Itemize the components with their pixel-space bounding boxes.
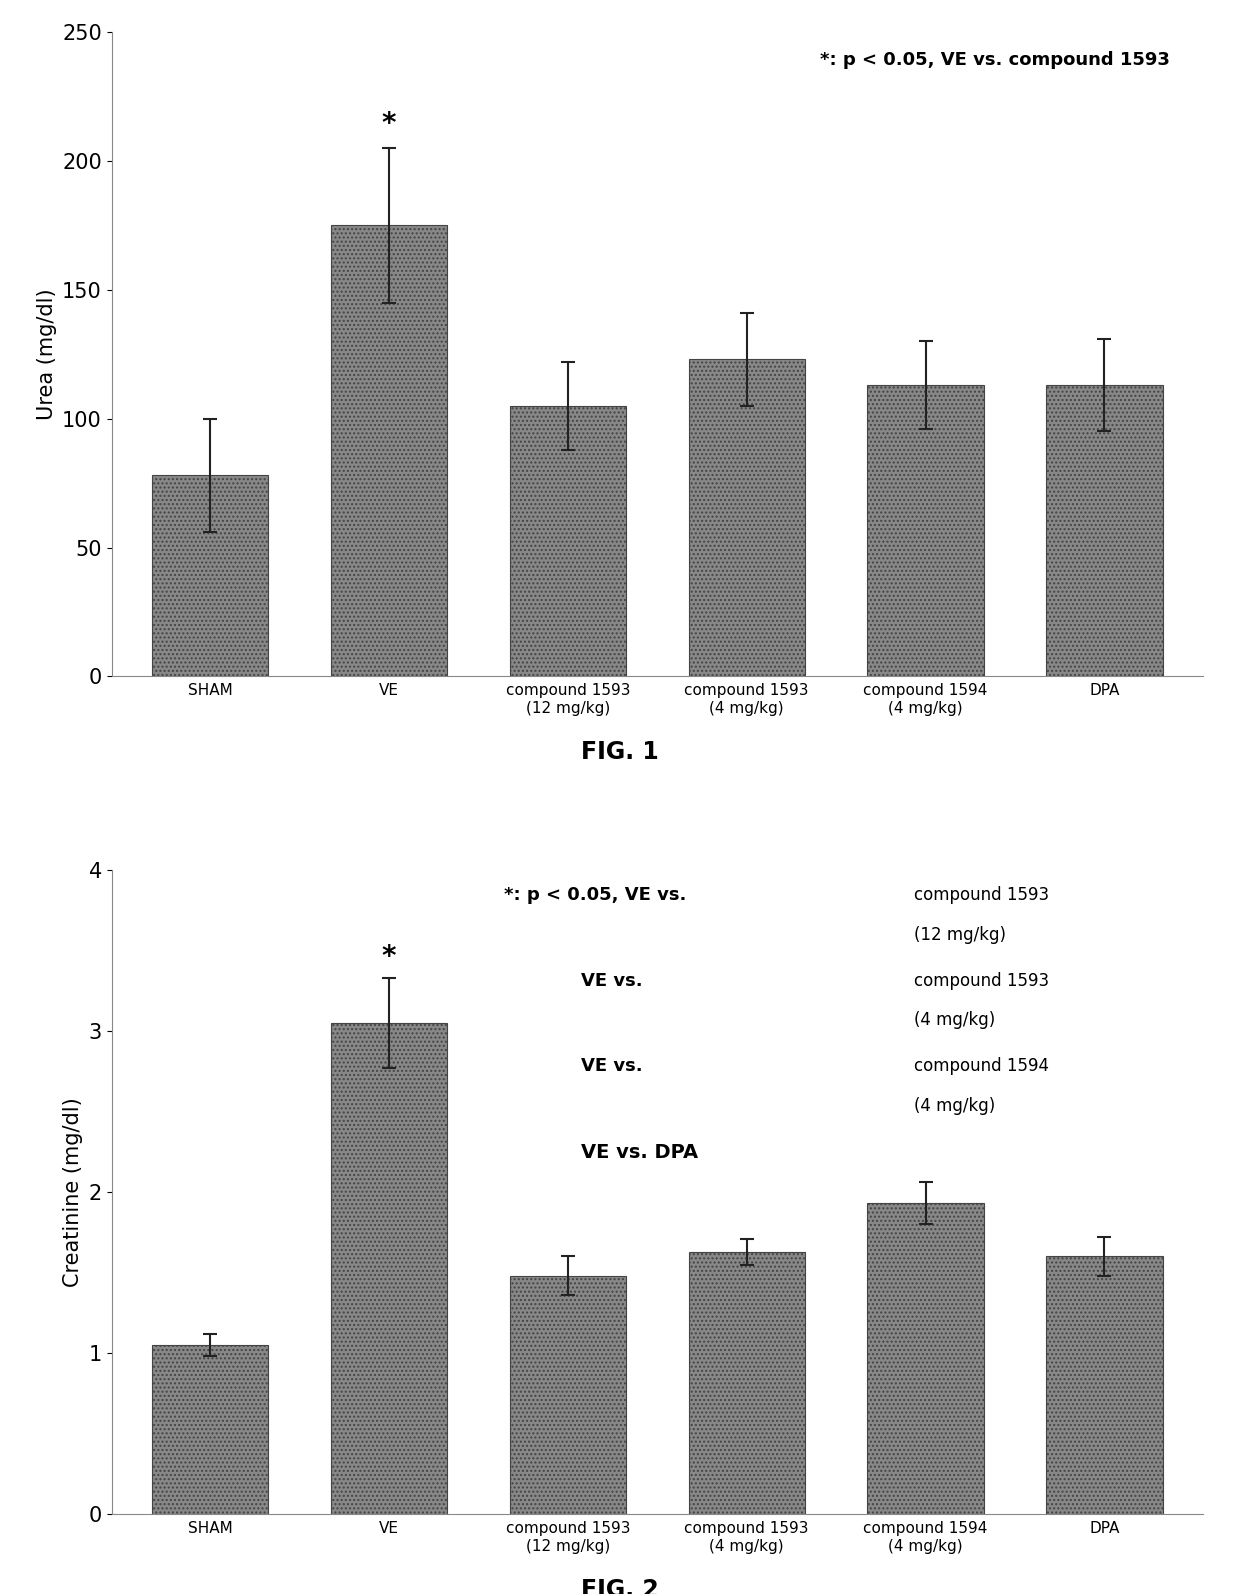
Text: (12 mg/kg): (12 mg/kg)	[914, 926, 1006, 944]
Text: (4 mg/kg): (4 mg/kg)	[914, 1097, 994, 1116]
Y-axis label: Creatinine (mg/dl): Creatinine (mg/dl)	[63, 1097, 83, 1286]
Text: compound 1593: compound 1593	[914, 886, 1049, 904]
Text: *: p < 0.05, VE vs.: *: p < 0.05, VE vs.	[505, 886, 687, 904]
Text: compound 1593: compound 1593	[914, 972, 1049, 990]
Bar	[688, 359, 805, 676]
Y-axis label: Urea (mg/dl): Urea (mg/dl)	[36, 289, 57, 419]
Bar	[868, 1203, 983, 1514]
Bar	[688, 1251, 805, 1514]
Bar	[510, 406, 626, 676]
Bar	[151, 1345, 268, 1514]
Bar	[1047, 386, 1163, 676]
Text: FIG. 1: FIG. 1	[582, 740, 658, 764]
Bar	[151, 475, 268, 676]
Text: FIG. 2: FIG. 2	[582, 1578, 658, 1594]
Text: VE vs.: VE vs.	[580, 972, 642, 990]
Bar	[331, 1023, 446, 1514]
Bar	[1047, 1256, 1163, 1514]
Text: (4 mg/kg): (4 mg/kg)	[914, 1012, 994, 1030]
Text: *: *	[382, 944, 396, 971]
Text: *: *	[382, 110, 396, 137]
Bar	[510, 1275, 626, 1514]
Text: *: p < 0.05, VE vs. compound 1593: *: p < 0.05, VE vs. compound 1593	[820, 51, 1171, 69]
Bar	[331, 225, 446, 676]
Text: VE vs.: VE vs.	[580, 1057, 642, 1076]
Text: compound 1594: compound 1594	[914, 1057, 1049, 1076]
Text: VE vs. DPA: VE vs. DPA	[580, 1143, 698, 1162]
Bar	[868, 386, 983, 676]
